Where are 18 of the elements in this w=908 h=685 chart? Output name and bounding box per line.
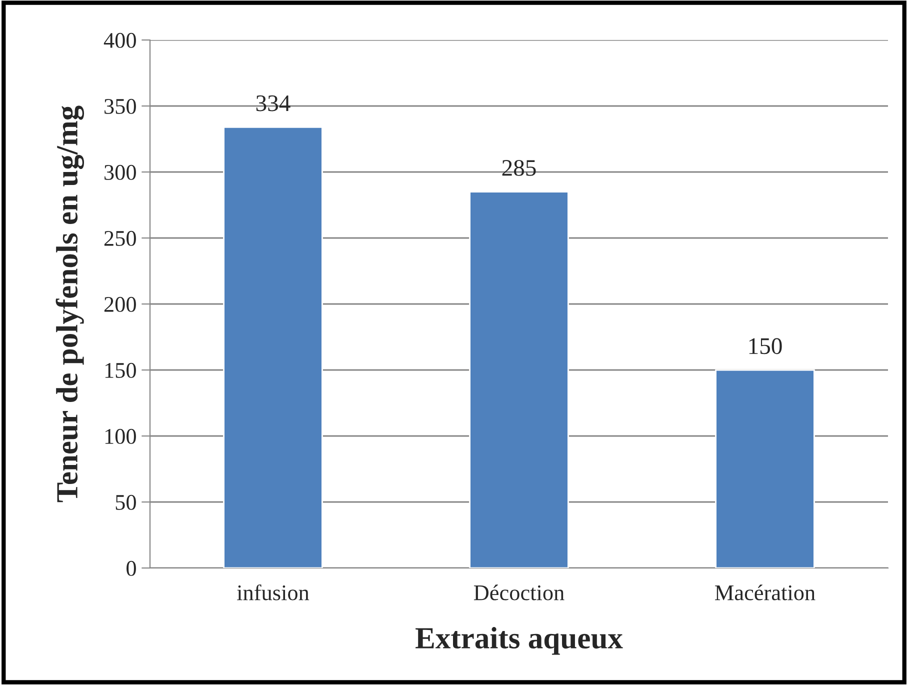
y-tick-label: 350	[104, 98, 136, 114]
x-tick-label: Décoction	[474, 584, 564, 600]
y-tick-label: 200	[104, 296, 136, 312]
x-tick-label: infusion	[237, 584, 310, 600]
bar	[715, 369, 815, 568]
x-tick-label: Macération	[715, 584, 816, 600]
y-tick-label: 150	[105, 362, 136, 378]
y-tick-label: 300	[104, 164, 136, 180]
y-tick-label: 400	[104, 32, 136, 48]
bar	[469, 191, 569, 568]
y-tick-label: 250	[104, 230, 136, 246]
y-axis-title: Teneur de polyfenols en ug/mg	[56, 106, 84, 502]
y-tick-label: 100	[105, 428, 136, 444]
data-label: 150	[749, 338, 782, 354]
x-axis-title: Extraits aqueux	[416, 627, 623, 655]
y-tick-label: 0	[126, 560, 136, 576]
y-tick-label: 50	[116, 494, 136, 510]
bar	[223, 126, 323, 568]
